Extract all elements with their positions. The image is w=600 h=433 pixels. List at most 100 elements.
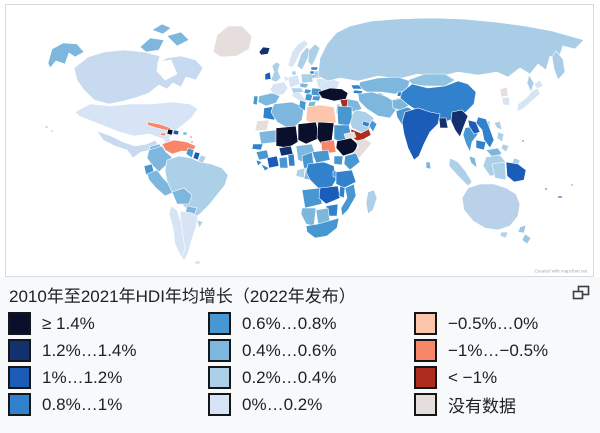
region-uae xyxy=(361,120,371,128)
region-zambia xyxy=(318,185,341,205)
region-central-african-republic xyxy=(311,149,331,164)
legend-swatch xyxy=(208,393,231,416)
region-mozambique xyxy=(340,183,357,217)
legend-label: 1.2%…1.4% xyxy=(42,340,137,360)
region-cambodia xyxy=(475,139,487,151)
region-mauritania xyxy=(258,129,279,145)
legend-item: 0.2%…0.4% xyxy=(208,364,337,391)
legend-item: 1.2%…1.4% xyxy=(8,337,137,364)
legend-label: 1%…1.2% xyxy=(42,367,123,387)
legend-swatch xyxy=(414,312,437,335)
region-bulgaria xyxy=(311,95,322,102)
region-czech-slovakia xyxy=(299,82,310,89)
region-ireland xyxy=(264,71,272,81)
legend-item: 0.8%…1% xyxy=(8,391,137,418)
region-france xyxy=(269,81,289,97)
legend-label: 0%…0.2% xyxy=(242,394,323,414)
region-western-sahara xyxy=(254,119,270,132)
region-tunisia xyxy=(298,99,307,112)
region-myanmar xyxy=(450,109,469,138)
region-norway xyxy=(287,39,309,69)
region-papua-new-guinea xyxy=(505,161,527,183)
region-south-korea xyxy=(501,96,511,106)
region-denmark xyxy=(291,70,297,76)
region-vietnam xyxy=(475,116,495,149)
legend-item: ≥ 1.4% xyxy=(8,310,137,337)
region-niger xyxy=(297,121,321,145)
region-bolivia xyxy=(171,187,193,205)
legend-column: 0.6%…0.8% 0.4%…0.6% 0.2%…0.4% 0%…0.2% xyxy=(208,310,337,418)
region-spain xyxy=(257,92,281,107)
region-hawaii xyxy=(44,125,54,133)
legend-item: 没有数据 xyxy=(414,391,548,418)
region-alaska xyxy=(47,42,85,69)
region-togo-benin xyxy=(287,153,296,167)
legend-swatch xyxy=(8,339,31,362)
region-balkans xyxy=(304,93,314,102)
region-india xyxy=(401,107,441,161)
region-new-zealand xyxy=(517,224,532,245)
region-benelux xyxy=(282,75,290,83)
region-germany xyxy=(287,74,301,89)
open-in-new-window-icon[interactable] xyxy=(572,285,590,301)
region-australia xyxy=(461,183,521,231)
region-canada xyxy=(73,49,204,105)
region-ivory-coast xyxy=(266,155,280,169)
region-uruguay xyxy=(196,219,204,229)
legend-label: 0.8%…1% xyxy=(42,394,123,414)
region-egypt xyxy=(336,105,353,127)
region-chile xyxy=(168,205,186,258)
region-tasmania xyxy=(499,231,509,239)
legend-label: ≥ 1.4% xyxy=(42,313,95,333)
region-japan xyxy=(516,79,544,113)
region-portugal xyxy=(252,95,259,106)
legend-grid: ≥ 1.4% 1.2%…1.4% 1%…1.2% 0.8%…1% 0.6%…0.8% 0.… xyxy=(0,310,600,422)
legend-swatch xyxy=(414,366,437,389)
region-fiji xyxy=(557,195,563,199)
legend-label: < −1% xyxy=(448,367,498,387)
legend-swatch xyxy=(414,339,437,362)
region-tanzania xyxy=(335,169,357,189)
region-laos xyxy=(467,119,481,135)
legend-swatch xyxy=(8,312,31,335)
region-ghana xyxy=(278,156,289,169)
legend-label: 0.2%…0.4% xyxy=(242,367,337,387)
legend-item: 1%…1.2% xyxy=(8,364,137,391)
region-hudson-bay xyxy=(156,59,178,81)
region-iceland xyxy=(258,46,271,56)
legend-label: −0.5%…0% xyxy=(448,313,539,333)
region-jamaica xyxy=(159,132,167,137)
legend-swatch xyxy=(8,366,31,389)
region-arctic-islands xyxy=(139,23,190,53)
region-finland xyxy=(307,43,321,67)
legend-item: < −1% xyxy=(414,364,548,391)
region-poland xyxy=(300,73,314,84)
region-namibia xyxy=(300,207,317,227)
world-map-panel: Created with mapchart.net xyxy=(5,4,594,277)
region-suriname xyxy=(192,151,201,161)
region-indonesia-papua xyxy=(491,161,507,181)
legend-swatch xyxy=(208,312,231,335)
region-switzerland-austria xyxy=(290,87,305,94)
region-lesser-antilles xyxy=(189,135,194,144)
legend-swatch xyxy=(8,393,31,416)
region-iran xyxy=(357,91,397,119)
region-philippines xyxy=(493,120,510,153)
legend-column: ≥ 1.4% 1.2%…1.4% 1%…1.2% 0.8%…1% xyxy=(8,310,137,418)
region-indonesia-sumatra xyxy=(448,157,473,187)
legend-panel: 2010年至2021年HDI年均增长（2022年发布） ≥ 1.4% 1.2%…1… xyxy=(0,277,600,433)
region-uganda xyxy=(333,155,344,166)
legend-item: −1%…−0.5% xyxy=(414,337,548,364)
legend-column: −0.5%…0% −1%…−0.5% < −1% 没有数据 xyxy=(414,310,548,418)
legend-item: 0%…0.2% xyxy=(208,391,337,418)
region-malaysia xyxy=(468,147,503,169)
region-united-kingdom xyxy=(270,61,282,83)
region-bangladesh xyxy=(438,117,449,129)
region-mali xyxy=(275,125,299,149)
region-greenland xyxy=(212,25,253,58)
region-dr-congo xyxy=(305,161,337,191)
legend-swatch xyxy=(208,366,231,389)
legend-item: −0.5%…0% xyxy=(414,310,548,337)
region-dominican-republic xyxy=(172,129,180,136)
